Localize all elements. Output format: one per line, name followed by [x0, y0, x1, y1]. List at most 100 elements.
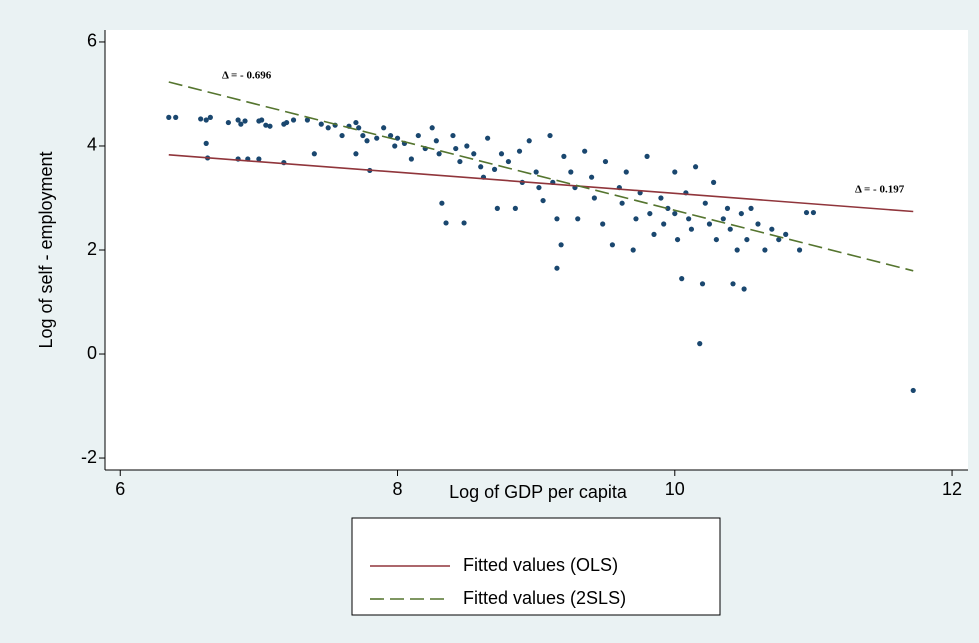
- point: [267, 123, 273, 129]
- point: [674, 236, 681, 243]
- point: [457, 158, 463, 165]
- point: [235, 117, 241, 123]
- point: [203, 140, 209, 146]
- plot-area: [105, 30, 968, 470]
- point: [290, 117, 297, 123]
- point: [796, 247, 803, 253]
- point: [679, 276, 685, 282]
- point: [207, 114, 213, 120]
- legend-label: Fitted values (OLS): [463, 555, 618, 575]
- point: [702, 200, 708, 206]
- point: [589, 174, 595, 180]
- point: [582, 148, 588, 154]
- annotation: Δ = - 0.197: [855, 184, 905, 196]
- point: [364, 138, 370, 144]
- x-tick-label: 8: [393, 479, 403, 499]
- point: [651, 231, 657, 237]
- point: [360, 132, 366, 139]
- y-axis-title: Log of self - employment: [36, 151, 56, 348]
- point: [554, 265, 560, 271]
- point: [263, 122, 269, 128]
- y-tick-label: -2: [81, 447, 97, 467]
- point: [443, 220, 449, 226]
- point: [353, 119, 359, 126]
- point: [623, 169, 629, 175]
- point: [644, 153, 650, 159]
- x-tick-label: 10: [665, 479, 685, 499]
- point: [325, 125, 331, 131]
- point: [225, 119, 231, 126]
- point: [415, 132, 421, 139]
- point: [647, 210, 653, 217]
- point: [408, 156, 414, 162]
- point: [526, 138, 532, 144]
- point: [304, 117, 311, 123]
- point: [392, 143, 398, 149]
- y-tick-label: 6: [87, 31, 97, 51]
- point: [697, 341, 703, 347]
- point: [755, 221, 761, 227]
- point: [619, 200, 625, 206]
- point: [568, 169, 574, 175]
- point: [602, 158, 609, 165]
- fit-line: [168, 154, 914, 213]
- point: [803, 209, 810, 216]
- point: [512, 205, 518, 211]
- y-tick-label: 2: [87, 239, 97, 259]
- point: [461, 220, 467, 226]
- point: [516, 148, 523, 154]
- y-tick-label: 4: [87, 135, 97, 155]
- point: [533, 169, 539, 175]
- y-tick-label: 0: [87, 343, 97, 363]
- fit-line: [168, 81, 914, 272]
- point: [353, 151, 359, 157]
- point: [727, 226, 733, 232]
- legend-label: Fitted values (2SLS): [463, 588, 626, 608]
- point: [713, 236, 719, 243]
- point: [536, 184, 542, 191]
- point: [554, 216, 560, 222]
- point: [741, 286, 747, 292]
- point: [505, 158, 512, 165]
- point: [478, 164, 484, 170]
- point: [910, 387, 916, 394]
- point: [783, 231, 789, 237]
- point: [173, 114, 179, 120]
- point: [561, 153, 567, 159]
- x-tick-label: 12: [942, 479, 962, 499]
- point: [600, 221, 606, 227]
- point: [686, 216, 692, 222]
- point: [339, 132, 345, 139]
- point: [558, 242, 564, 248]
- point: [259, 117, 265, 123]
- point: [547, 132, 553, 139]
- point: [630, 247, 636, 253]
- point: [381, 125, 387, 131]
- point: [711, 179, 717, 185]
- point: [166, 114, 172, 120]
- point: [394, 135, 401, 141]
- point: [242, 118, 248, 124]
- point: [665, 205, 671, 211]
- point: [464, 143, 470, 149]
- point: [284, 119, 290, 126]
- point: [433, 138, 439, 144]
- point: [706, 221, 713, 227]
- point: [633, 216, 639, 222]
- point: [744, 236, 750, 243]
- point: [769, 226, 775, 232]
- point: [692, 164, 699, 170]
- point: [238, 121, 244, 127]
- point: [720, 216, 726, 222]
- point: [810, 209, 817, 216]
- point: [387, 132, 394, 139]
- point: [374, 135, 380, 141]
- point: [591, 195, 597, 201]
- point: [575, 216, 581, 222]
- point: [661, 221, 667, 227]
- x-tick-label: 6: [115, 479, 125, 499]
- point: [203, 117, 209, 123]
- point: [491, 166, 498, 172]
- point: [453, 145, 459, 152]
- point: [738, 210, 744, 217]
